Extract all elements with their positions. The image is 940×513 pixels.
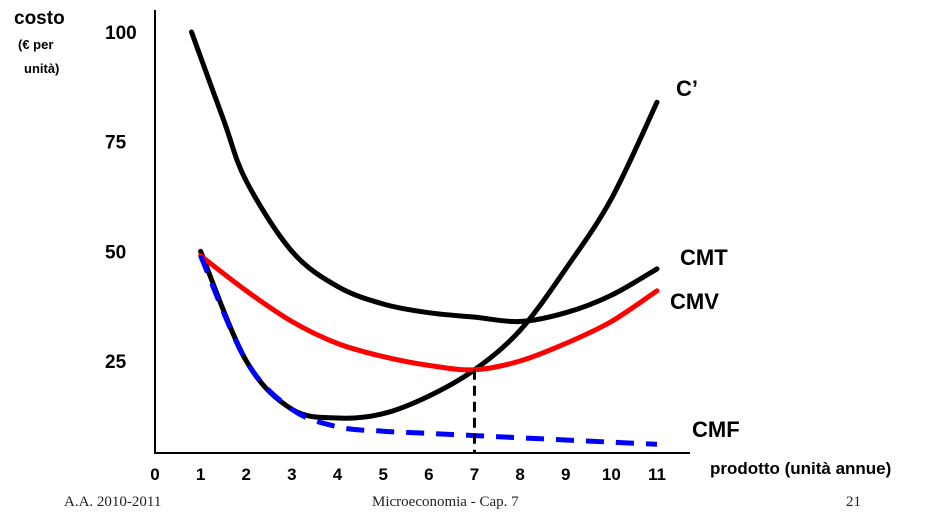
series-label-marginal-cost: C’ bbox=[676, 76, 698, 101]
series-line-cmt bbox=[189, 29, 660, 325]
y-axis-title-group: costo (€ per unità) bbox=[14, 8, 65, 76]
y-axis-unit-line1: (€ per bbox=[18, 37, 53, 52]
series-line-marginal-cost bbox=[198, 99, 660, 421]
footer-title: Microeconomia - Cap. 7 bbox=[372, 494, 519, 510]
x-tick-label: 2 bbox=[242, 465, 251, 484]
x-tick-label: 4 bbox=[333, 465, 343, 484]
x-ticks: 0 1 2 3 4 5 6 7 8 9 10 11 bbox=[150, 465, 666, 484]
series-label-cmv: CMV bbox=[670, 289, 719, 314]
y-tick-label: 75 bbox=[105, 133, 127, 154]
x-tick-label: 8 bbox=[515, 465, 524, 484]
x-axis-label: prodotto (unità annue) bbox=[710, 459, 891, 478]
x-tick-label: 9 bbox=[561, 465, 570, 484]
y-tick-label: 50 bbox=[105, 242, 126, 263]
x-tick-label: 3 bbox=[287, 465, 296, 484]
series-label-cmt: CMT bbox=[680, 245, 728, 270]
series-line-cmv bbox=[198, 253, 660, 373]
y-axis-unit-line2: unità) bbox=[24, 61, 59, 76]
series-label-cmf: CMF bbox=[692, 417, 740, 442]
series-layer bbox=[189, 29, 660, 447]
footer-course-year: A.A. 2010-2011 bbox=[64, 494, 161, 510]
x-tick-label: 10 bbox=[602, 465, 621, 484]
y-tick-label: 100 bbox=[105, 23, 137, 44]
x-tick-label: 6 bbox=[424, 465, 433, 484]
series-line-cmf bbox=[198, 254, 658, 447]
x-tick-label: 0 bbox=[150, 465, 159, 484]
x-tick-label: 5 bbox=[378, 465, 387, 484]
x-tick-label: 1 bbox=[196, 465, 205, 484]
x-tick-label: 11 bbox=[648, 465, 666, 484]
footer-page-number: 21 bbox=[846, 494, 861, 510]
y-tick-label: 25 bbox=[105, 352, 127, 373]
y-ticks: 100 75 50 25 bbox=[105, 23, 137, 373]
y-axis-title: costo bbox=[14, 8, 65, 29]
x-tick-label: 7 bbox=[470, 465, 479, 484]
